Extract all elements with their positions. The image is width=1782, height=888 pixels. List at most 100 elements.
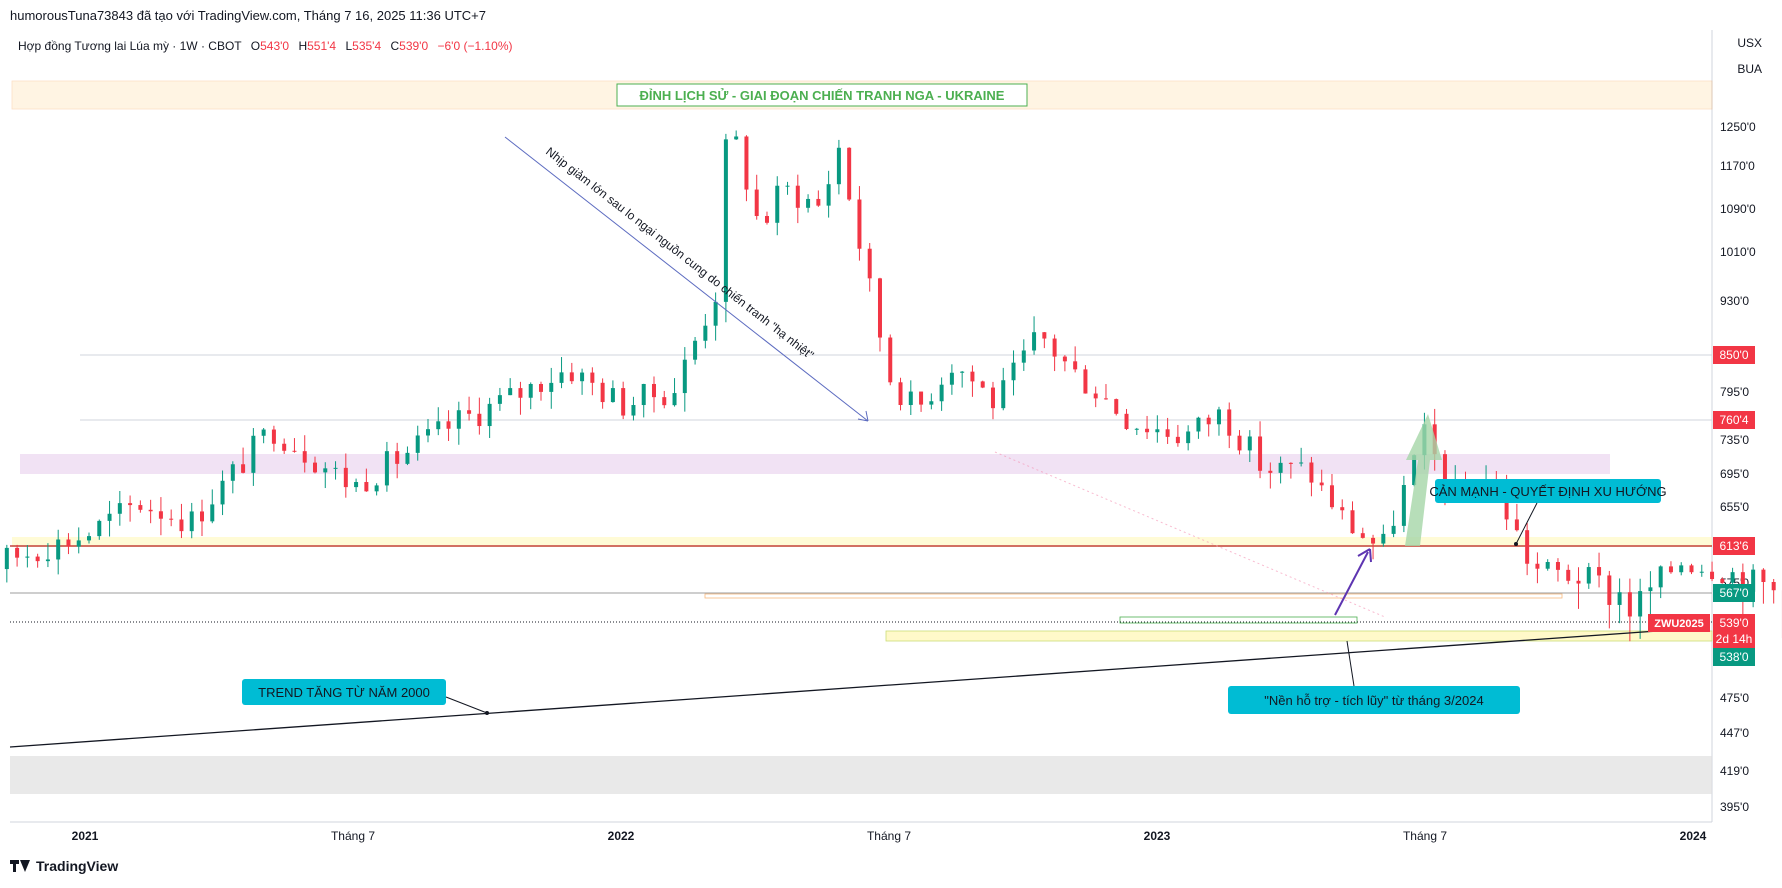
time-axis-tick: Tháng 7 [867, 829, 911, 843]
candle-down [518, 388, 523, 398]
logo-text: TradingView [36, 858, 119, 874]
candle-down [312, 462, 317, 473]
candle-up [1216, 409, 1221, 425]
currency-unit[interactable]: USX [1737, 36, 1762, 50]
candle-down [66, 539, 71, 547]
candle-down [1145, 428, 1150, 433]
candle-up [929, 401, 934, 405]
ohlc-legend: Hợp đồng Tương lai Lúa mỳ · 1W · CBOT O5… [18, 39, 513, 53]
candle-down [1124, 413, 1129, 429]
candle-up [785, 185, 790, 187]
candle-up [1134, 428, 1139, 430]
candle-up [1586, 567, 1591, 584]
price-axis-tick: 447'0 [1720, 726, 1749, 740]
green-up-arrow [1405, 414, 1442, 546]
candle-up [528, 383, 533, 398]
candle-down [1627, 592, 1632, 617]
ticker-tag-text: ZWU2025 [1654, 618, 1704, 630]
candle-up [436, 421, 441, 430]
time-axis-tick: 2023 [1144, 829, 1171, 843]
candle-down [446, 421, 451, 429]
candle-up [693, 340, 698, 360]
candle-up [836, 147, 841, 185]
candle-down [1042, 332, 1047, 339]
candle-up [1196, 417, 1201, 432]
candle-down [1535, 563, 1540, 569]
candle-down [282, 443, 287, 451]
candle-up [1011, 362, 1016, 381]
quantity-unit[interactable]: BUA [1737, 62, 1762, 76]
candle-down [980, 381, 985, 388]
low-label: L [345, 39, 353, 53]
candle-up [1412, 455, 1417, 485]
candle-up [826, 184, 831, 206]
candle-up [960, 371, 965, 373]
price-axis-tick: 1170'0 [1720, 159, 1755, 173]
candle-down [1114, 399, 1119, 414]
trend-callout-text: TREND TĂNG TỪ NĂM 2000 [258, 685, 430, 700]
candle-up [261, 429, 266, 436]
candle-up [220, 480, 225, 505]
candle-down [744, 136, 749, 190]
ticker-tag [1648, 614, 1710, 632]
candle-up [374, 485, 379, 492]
candle-down [621, 388, 626, 416]
high-label: H [298, 39, 308, 53]
candle-up [1401, 484, 1406, 526]
candle-down [1371, 537, 1376, 544]
tradingview-logo[interactable]: TradingView [10, 858, 118, 874]
candle-down [477, 413, 482, 427]
resistance-callout-box [1435, 479, 1661, 503]
candle-down [1073, 361, 1078, 370]
time-axis-tick: Tháng 7 [331, 829, 375, 843]
candle-down [1771, 581, 1776, 591]
price-badge [1713, 648, 1755, 666]
candle-up [1247, 436, 1252, 451]
price-axis-tick: 695'0 [1720, 467, 1749, 481]
candle-up [251, 435, 256, 473]
candle-down [15, 547, 20, 558]
candle-down [1555, 562, 1560, 570]
candle-up [415, 435, 420, 453]
price-axis-tick: 1010'0 [1720, 245, 1756, 259]
change-value: −6'0 (−1.10%) [437, 39, 513, 53]
candle-up [775, 185, 780, 223]
candle-up [354, 482, 359, 488]
candle-down [1319, 482, 1324, 486]
candle-up [1699, 571, 1704, 573]
candle-up [713, 301, 718, 326]
decline-arrow-head [857, 410, 869, 422]
open-value: 543'0 [260, 39, 290, 53]
candle-up [87, 536, 92, 541]
candle-up [230, 464, 235, 481]
price-axis-tick: 419'0 [1720, 764, 1749, 778]
candle-down [1607, 575, 1612, 605]
price-badge [1713, 537, 1755, 555]
candle-up [559, 372, 564, 383]
candle-down [364, 482, 369, 492]
close-label: C [390, 39, 400, 53]
candle-down [148, 509, 153, 512]
candle-up [549, 382, 554, 392]
candle-up [734, 136, 739, 140]
trend-callout-box [242, 679, 446, 705]
candle-down [1103, 398, 1108, 400]
candle-up [672, 393, 677, 406]
candle-down [35, 556, 40, 562]
candle-up [323, 468, 328, 473]
candle-down [1093, 393, 1098, 399]
resistance-callout-text: CẢN MẠNH - QUYẾT ĐỊNH XU HƯỚNG [1429, 484, 1666, 499]
candle-up [610, 388, 615, 403]
candle-up [682, 359, 687, 394]
candle-up [76, 540, 81, 547]
candle-down [1268, 470, 1273, 473]
price-axis-tick: 475'0 [1720, 691, 1749, 705]
chart-credit: humorousTuna73843 đã tạo với TradingView… [10, 8, 486, 23]
uptrend-line [9, 627, 1701, 748]
support-zone [885, 630, 1713, 642]
candle-up [384, 451, 389, 486]
decline-annotation: Nhịp giảm lớn sau lo ngại nguồn cung do … [543, 144, 816, 362]
candle-down [169, 518, 174, 520]
candle-down [1329, 485, 1334, 508]
